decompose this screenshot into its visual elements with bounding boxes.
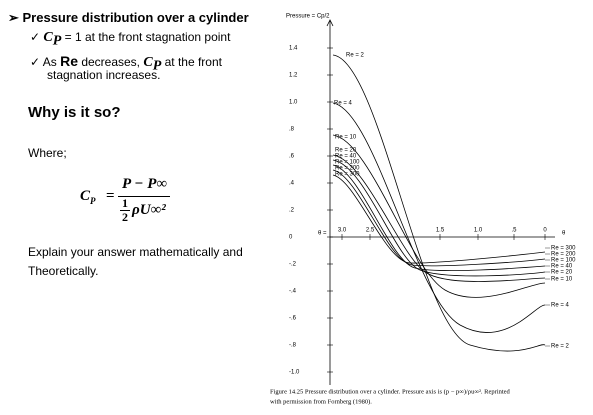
theta-prefix: θ = — [318, 231, 327, 237]
half-num: 1 — [122, 196, 128, 210]
y-title: Pressure = Cp/2 — [286, 14, 330, 20]
y-tick-label: 1.4 — [289, 46, 298, 52]
curve-label: Re = 10 — [335, 135, 357, 141]
curve-label: Re = 4 — [334, 101, 353, 107]
y-tick-label: 0 — [289, 235, 293, 241]
x-tick-label: 1.5 — [436, 228, 445, 234]
x-tick-label: 1.0 — [474, 228, 483, 234]
curve-label: Re = 10 — [551, 277, 573, 283]
x-tick-label: 2.5 — [366, 228, 375, 234]
curve-label: Re = 300 — [335, 172, 360, 178]
half-bar — [120, 210, 130, 211]
y-tick-label: -.6 — [289, 316, 297, 322]
text: stagnation increases. — [47, 68, 161, 82]
curve — [332, 54, 546, 352]
curve — [332, 134, 546, 298]
numerator: P − P∞ — [122, 176, 168, 192]
text: As — [42, 55, 61, 69]
text: decreases, — [77, 55, 144, 69]
sub-bullet: ✓ CP = 1 at the front stagnation point — [30, 30, 231, 49]
y-tick-label: .6 — [289, 154, 295, 160]
fraction-bar — [118, 196, 170, 197]
y-tick-label: 1.2 — [289, 73, 298, 79]
x-tick-label: 3.0 — [338, 228, 347, 234]
curve-label: Re = 300 — [551, 246, 576, 252]
curve — [332, 154, 546, 282]
text: Where; — [28, 146, 67, 160]
y-tick-label: -.8 — [289, 343, 297, 349]
text: Re — [60, 53, 78, 69]
text: = 1 at the front stagnation point — [61, 30, 231, 44]
curve-label: Re = 2 — [551, 344, 570, 350]
curve — [332, 174, 546, 264]
y-tick-label: .8 — [289, 127, 295, 133]
sub-bullet: ✓ As Re decreases, CP at the front — [30, 53, 222, 74]
x-tick-label: .5 — [511, 228, 517, 234]
symbol: C — [43, 30, 53, 45]
curve-label: Re = 100 — [551, 258, 576, 264]
symbol-sub: P — [152, 58, 162, 74]
text: Explain your answer mathematically and — [28, 245, 243, 259]
curve-label: Re = 40 — [551, 264, 573, 270]
y-tick-label: 1.0 — [289, 100, 298, 106]
symbol: C — [80, 188, 91, 204]
curve — [332, 164, 546, 271]
curves — [332, 54, 546, 352]
half-den: 2 — [122, 210, 128, 224]
curve — [332, 102, 546, 333]
curve-label: Re = 100 — [335, 160, 360, 166]
curve-label: Re = 40 — [335, 154, 357, 160]
symbol-sub: P — [90, 196, 96, 206]
y-tick-label: .2 — [289, 208, 295, 214]
curve-label: Re = 200 — [551, 252, 576, 258]
main-bullet: ➢ Pressure distribution over a cylinder — [8, 10, 249, 25]
symbol-sub: P — [52, 33, 62, 49]
y-tick-label: -.4 — [289, 289, 297, 295]
curve — [332, 169, 546, 267]
y-tick-label: .4 — [289, 181, 295, 187]
y-tick-label: -.2 — [289, 262, 297, 268]
curve-label: Re = 200 — [335, 166, 360, 172]
x-tick-label: 0 — [543, 228, 547, 234]
arrow — [326, 19, 334, 27]
curve-label: Re = 20 — [335, 148, 357, 154]
text: at the front — [161, 55, 222, 69]
curve — [332, 159, 546, 277]
caption: Figure 14.25 Pressure distribution over … — [270, 388, 511, 395]
lhs: CP — [80, 188, 96, 206]
text: Pressure distribution over a cylinder — [22, 10, 249, 25]
symbol: C — [143, 55, 153, 70]
text: Theoretically. — [28, 264, 99, 278]
equals: = — [106, 188, 115, 204]
x-title: θ — [562, 231, 566, 237]
caption: with permission from Fornberg (1980). — [270, 398, 372, 405]
curve-label: Re = 4 — [551, 303, 570, 309]
y-tick-label: -1.0 — [289, 370, 300, 376]
curve-label: Re = 2 — [346, 53, 365, 59]
denominator: ρU∞² — [132, 202, 166, 218]
curve-label: Re = 20 — [551, 270, 573, 276]
question: Why is it so? — [28, 104, 121, 121]
